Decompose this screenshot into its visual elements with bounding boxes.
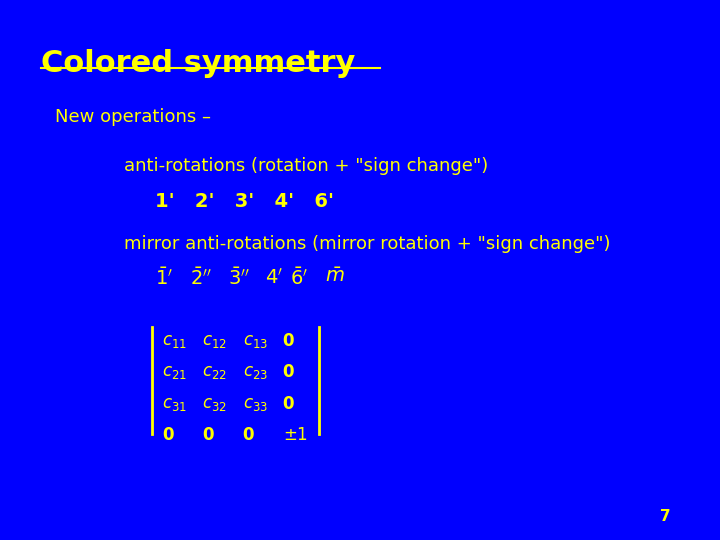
Text: $\pm 1$: $\pm 1$: [283, 426, 307, 444]
Text: $\bar{6}'$: $\bar{6}'$: [290, 267, 308, 289]
Text: $c_{12}$: $c_{12}$: [202, 332, 228, 350]
Text: $c_{33}$: $c_{33}$: [243, 395, 268, 413]
Text: $c_{11}$: $c_{11}$: [163, 332, 187, 350]
Text: $\bar{1}'$: $\bar{1}'$: [156, 267, 174, 289]
Text: Colored symmetry: Colored symmetry: [42, 49, 356, 78]
Text: mirror anti-rotations (mirror rotation + "sign change"): mirror anti-rotations (mirror rotation +…: [125, 235, 611, 253]
Text: 0: 0: [283, 363, 294, 381]
Text: 0: 0: [283, 332, 294, 350]
Text: $c_{32}$: $c_{32}$: [202, 395, 228, 413]
Text: 0: 0: [202, 426, 214, 444]
Text: $c_{22}$: $c_{22}$: [202, 363, 228, 381]
Text: $c_{21}$: $c_{21}$: [163, 363, 187, 381]
Text: $4'$: $4'$: [265, 267, 283, 287]
Text: $c_{31}$: $c_{31}$: [163, 395, 187, 413]
Text: 0: 0: [283, 395, 294, 413]
Text: 7: 7: [660, 509, 670, 524]
Text: 0: 0: [243, 426, 254, 444]
Text: anti-rotations (rotation + "sign change"): anti-rotations (rotation + "sign change"…: [125, 157, 489, 174]
Text: $\bar{m}$: $\bar{m}$: [325, 267, 344, 286]
Text: $c_{23}$: $c_{23}$: [243, 363, 268, 381]
Text: New operations –: New operations –: [55, 108, 211, 126]
Text: $\bar{3}''$: $\bar{3}''$: [228, 267, 250, 289]
Text: 0: 0: [163, 426, 174, 444]
Text: $\bar{2}''$: $\bar{2}''$: [190, 267, 212, 289]
Text: $c_{13}$: $c_{13}$: [243, 332, 268, 350]
Text: 1'   2'   3'   4'   6': 1' 2' 3' 4' 6': [156, 192, 335, 211]
